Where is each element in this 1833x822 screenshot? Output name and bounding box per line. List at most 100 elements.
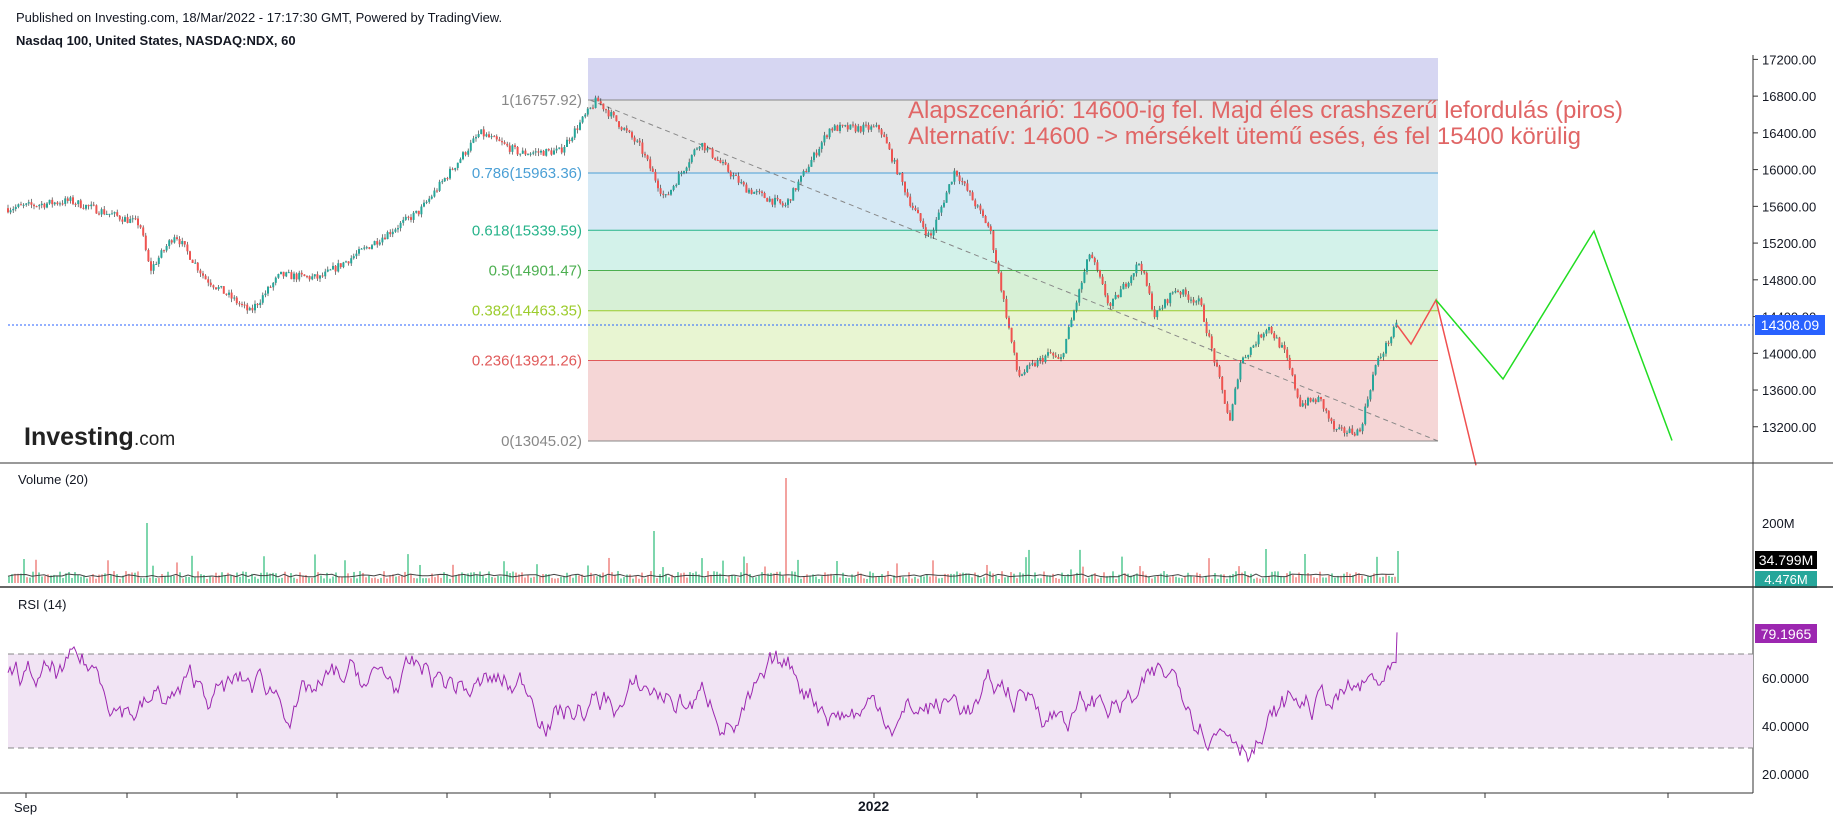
volume-bar <box>1316 578 1318 583</box>
volume-bar <box>1106 576 1108 583</box>
annotation-line-1: Alapszcenárió: 14600-ig fel. Majd éles c… <box>908 97 1623 124</box>
candle-body <box>859 126 862 132</box>
volume-bar <box>1229 575 1231 583</box>
candle-body <box>282 271 285 277</box>
volume-bar <box>155 578 157 583</box>
fib-fill-0.618 <box>588 230 1438 271</box>
volume-bar <box>527 574 529 583</box>
candle-body <box>618 121 620 128</box>
candle-body <box>488 134 490 138</box>
volume-bar <box>1280 575 1282 583</box>
fib-label-0: 0(13045.02) <box>501 433 582 450</box>
candle-body <box>386 232 389 240</box>
volume-bar <box>500 576 502 583</box>
candle-body <box>464 152 467 155</box>
candle-body <box>1171 292 1174 294</box>
volume-bar <box>1262 578 1264 583</box>
candle-body <box>472 138 475 143</box>
volume-bar <box>734 575 736 583</box>
candle-body <box>35 206 38 208</box>
candle-body <box>885 136 888 144</box>
volume-bar <box>350 578 352 583</box>
candle-body <box>1286 349 1289 358</box>
volume-bar <box>416 578 418 583</box>
candle-body <box>1348 428 1351 433</box>
volume-bar <box>686 577 688 583</box>
volume-bar <box>851 574 853 583</box>
candle-body <box>264 293 267 296</box>
candle-body <box>820 142 823 150</box>
volume-bar <box>1223 574 1225 583</box>
volume-bar <box>776 571 778 583</box>
candle-body <box>402 219 405 223</box>
candle-body <box>1379 356 1382 359</box>
volume-bar <box>935 576 937 583</box>
fib-label-0.786: 0.786(15963.36) <box>472 165 582 182</box>
volume-bar <box>767 573 769 583</box>
volume-bar <box>1331 573 1333 583</box>
volume-bar <box>881 574 883 583</box>
volume-bar <box>650 571 652 583</box>
candle-body <box>215 287 217 290</box>
volume-bar <box>383 571 385 583</box>
volume-bar <box>947 574 949 583</box>
volume-bar <box>1355 572 1357 583</box>
candle-body <box>40 203 43 206</box>
candle-body <box>516 146 519 155</box>
volume-bar <box>308 577 310 583</box>
candle-body <box>719 160 722 163</box>
candle-body <box>826 135 828 138</box>
candle-body <box>451 168 454 170</box>
candle-body <box>261 295 264 303</box>
price-axis-label: 13200.00 <box>1762 420 1816 435</box>
candle-body <box>480 129 483 135</box>
candle-body <box>228 292 230 295</box>
candle-body <box>870 126 873 130</box>
candle-body <box>441 181 444 183</box>
volume-bar <box>1178 577 1180 583</box>
candle-body <box>521 150 524 154</box>
volume-bar <box>287 575 289 583</box>
candle-body <box>355 253 358 257</box>
volume-bar <box>620 578 622 583</box>
candle-body <box>1057 357 1060 359</box>
candle-body <box>1299 397 1302 407</box>
candle-body <box>1356 429 1359 436</box>
volume-bar <box>329 578 331 583</box>
candle-body <box>173 237 176 243</box>
candle-body <box>891 149 893 162</box>
candle-body <box>51 199 54 205</box>
volume-bar <box>830 573 832 583</box>
candle-body <box>1179 291 1182 295</box>
fib-fill-0.5 <box>588 270 1438 311</box>
candle-body <box>927 233 930 235</box>
candle-body <box>872 126 875 128</box>
volume-bar <box>305 575 307 583</box>
volume-bar <box>263 556 265 583</box>
volume-bar <box>434 577 436 583</box>
candle-body <box>443 178 446 182</box>
volume-bar <box>515 572 517 583</box>
candle-body <box>1091 254 1094 259</box>
candle-body <box>1330 418 1333 422</box>
candle-body <box>852 124 854 126</box>
volume-bar <box>284 571 286 583</box>
volume-bar <box>278 578 280 583</box>
candle-body <box>909 196 912 206</box>
volume-bar <box>857 571 859 583</box>
candle-body <box>573 128 576 138</box>
fib-fill-top <box>588 58 1438 100</box>
volume-bar <box>812 574 814 583</box>
candle-body <box>1002 290 1005 300</box>
volume-bar <box>389 575 391 583</box>
volume-bar <box>245 571 247 583</box>
volume-bar <box>239 576 241 583</box>
candle-body <box>1054 355 1057 358</box>
candle-body <box>701 143 704 147</box>
candle-body <box>352 256 355 259</box>
candle-body <box>693 149 696 155</box>
volume-bar <box>167 571 169 583</box>
candle-body <box>992 231 995 251</box>
candle-body <box>1164 299 1166 308</box>
